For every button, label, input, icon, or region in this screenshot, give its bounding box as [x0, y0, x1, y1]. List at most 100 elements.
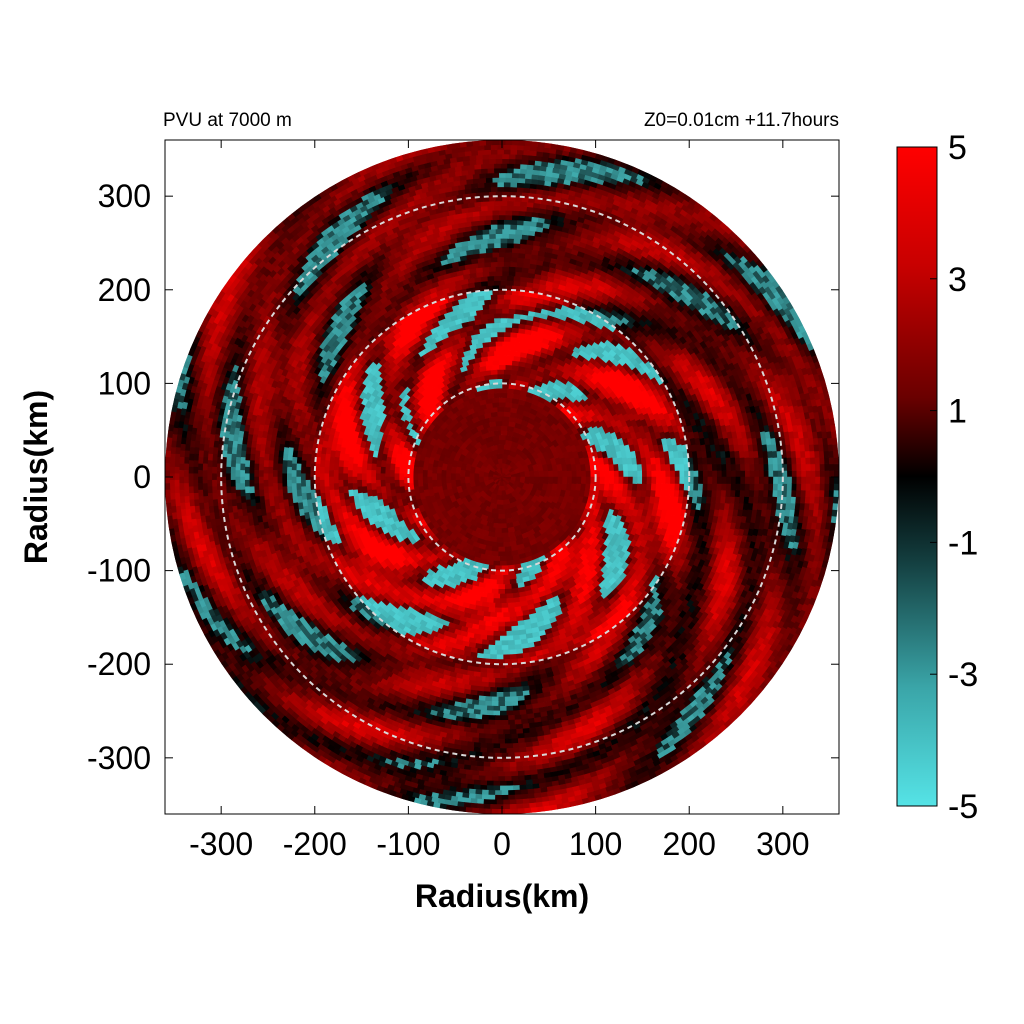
heatmap-cell: [493, 387, 501, 394]
heatmap-cell: [509, 261, 518, 268]
heatmap-cell: [333, 463, 340, 471]
heatmap-cell: [632, 483, 638, 491]
heatmap-cell: [496, 256, 505, 263]
heatmap-cell: [706, 456, 713, 465]
heatmap-cell: [412, 473, 419, 481]
heatmap-cell: [365, 476, 372, 485]
heatmap-cell: [490, 616, 498, 623]
heatmap-cell: [291, 463, 297, 471]
heatmap-cell: [516, 261, 524, 268]
heatmap-cell: [499, 635, 508, 642]
heatmap-cell: [512, 630, 521, 637]
heatmap-cell: [499, 560, 508, 567]
heatmap-cell: [660, 470, 667, 478]
heatmap-cell: [394, 479, 400, 488]
heatmap-cell: [498, 546, 506, 553]
heatmap-cell: [508, 308, 516, 315]
heatmap-cell: [599, 476, 606, 485]
heatmap-cell: [511, 327, 519, 334]
heatmap-cell: [618, 470, 625, 478]
heatmap-cell: [488, 270, 496, 277]
heatmap-cell: [422, 476, 428, 485]
heatmap-cell: [281, 466, 288, 475]
heatmap-cell: [305, 479, 311, 488]
heatmap-cell: [328, 463, 335, 471]
heatmap-cell: [632, 469, 639, 478]
heatmap-cell: [485, 625, 493, 632]
heatmap-cell: [503, 687, 511, 693]
heatmap-cell: [498, 401, 506, 408]
heatmap-cell: [506, 350, 515, 357]
heatmap-cell: [697, 463, 704, 471]
heatmap-cell: [436, 473, 442, 481]
heatmap-cell: [319, 466, 325, 475]
heatmap-cell: [491, 322, 500, 328]
heatmap-cell: [562, 469, 568, 478]
heatmap-cell: [679, 463, 685, 471]
heatmap-cell: [543, 469, 550, 478]
heatmap-cell: [655, 470, 662, 478]
heatmap-cell: [501, 345, 509, 352]
heatmap-cell: [338, 460, 345, 468]
heatmap-cell: [489, 369, 498, 375]
heatmap-cell: [674, 463, 681, 471]
heatmap-cell: [655, 463, 662, 471]
heatmap-cell: [380, 479, 386, 488]
heatmap-cell: [506, 672, 514, 679]
heatmap-cell: [296, 456, 303, 465]
heatmap-cell: [499, 317, 508, 323]
heatmap-cell: [503, 536, 511, 543]
heatmap-cell: [496, 406, 505, 412]
heatmap-cell: [493, 354, 501, 361]
heatmap-cell: [514, 266, 523, 273]
heatmap-cell: [622, 483, 629, 491]
heatmap-cell: [498, 551, 506, 557]
heatmap-cell: [506, 317, 514, 324]
heatmap-cell: [493, 392, 501, 399]
heatmap-cell: [342, 466, 349, 475]
heatmap-cell: [328, 476, 334, 484]
heatmap-cell: [604, 469, 611, 478]
heatmap-cell: [493, 350, 501, 356]
heatmap-cell: [493, 598, 501, 604]
heatmap-cell: [679, 470, 685, 478]
heatmap-cell: [450, 473, 456, 481]
heatmap-cell: [488, 345, 496, 352]
heatmap-cell: [496, 691, 505, 698]
heatmap-cell: [488, 607, 496, 613]
heatmap-cell: [623, 476, 629, 485]
heatmap-cell: [389, 483, 396, 491]
heatmap-cell: [352, 483, 358, 491]
heatmap-cell: [486, 668, 495, 674]
heatmap-cell: [627, 476, 634, 484]
heatmap-cell: [370, 463, 377, 471]
heatmap-cell: [494, 415, 503, 422]
heatmap-cell: [501, 527, 510, 534]
heatmap-cell: [496, 448, 505, 455]
heatmap-cell: [508, 677, 516, 684]
heatmap-cell: [296, 489, 303, 498]
heatmap-cell: [503, 261, 511, 267]
heatmap-cell: [483, 299, 492, 306]
heatmap-cell: [613, 469, 620, 478]
heatmap-cell: [300, 479, 307, 488]
heatmap-cell: [495, 303, 503, 309]
heatmap-cell: [669, 483, 676, 491]
heatmap-cell: [384, 476, 391, 485]
heatmap-cell: [347, 476, 353, 484]
heatmap-cell: [486, 313, 495, 319]
heatmap-cell: [514, 681, 523, 688]
heatmap-cell: [305, 486, 312, 494]
heatmap-cell: [501, 266, 509, 272]
heatmap-cell: [490, 331, 498, 338]
heatmap-cell: [493, 317, 501, 324]
heatmap-cell: [702, 463, 709, 471]
heatmap-cell: [491, 626, 500, 632]
heatmap-cell: [499, 425, 508, 431]
heatmap-cell: [496, 261, 504, 267]
heatmap-cell: [533, 476, 540, 485]
heatmap-cell: [496, 687, 504, 693]
heatmap-cell: [491, 621, 500, 628]
heatmap-cell: [295, 476, 302, 484]
heatmap-cell: [342, 486, 349, 494]
